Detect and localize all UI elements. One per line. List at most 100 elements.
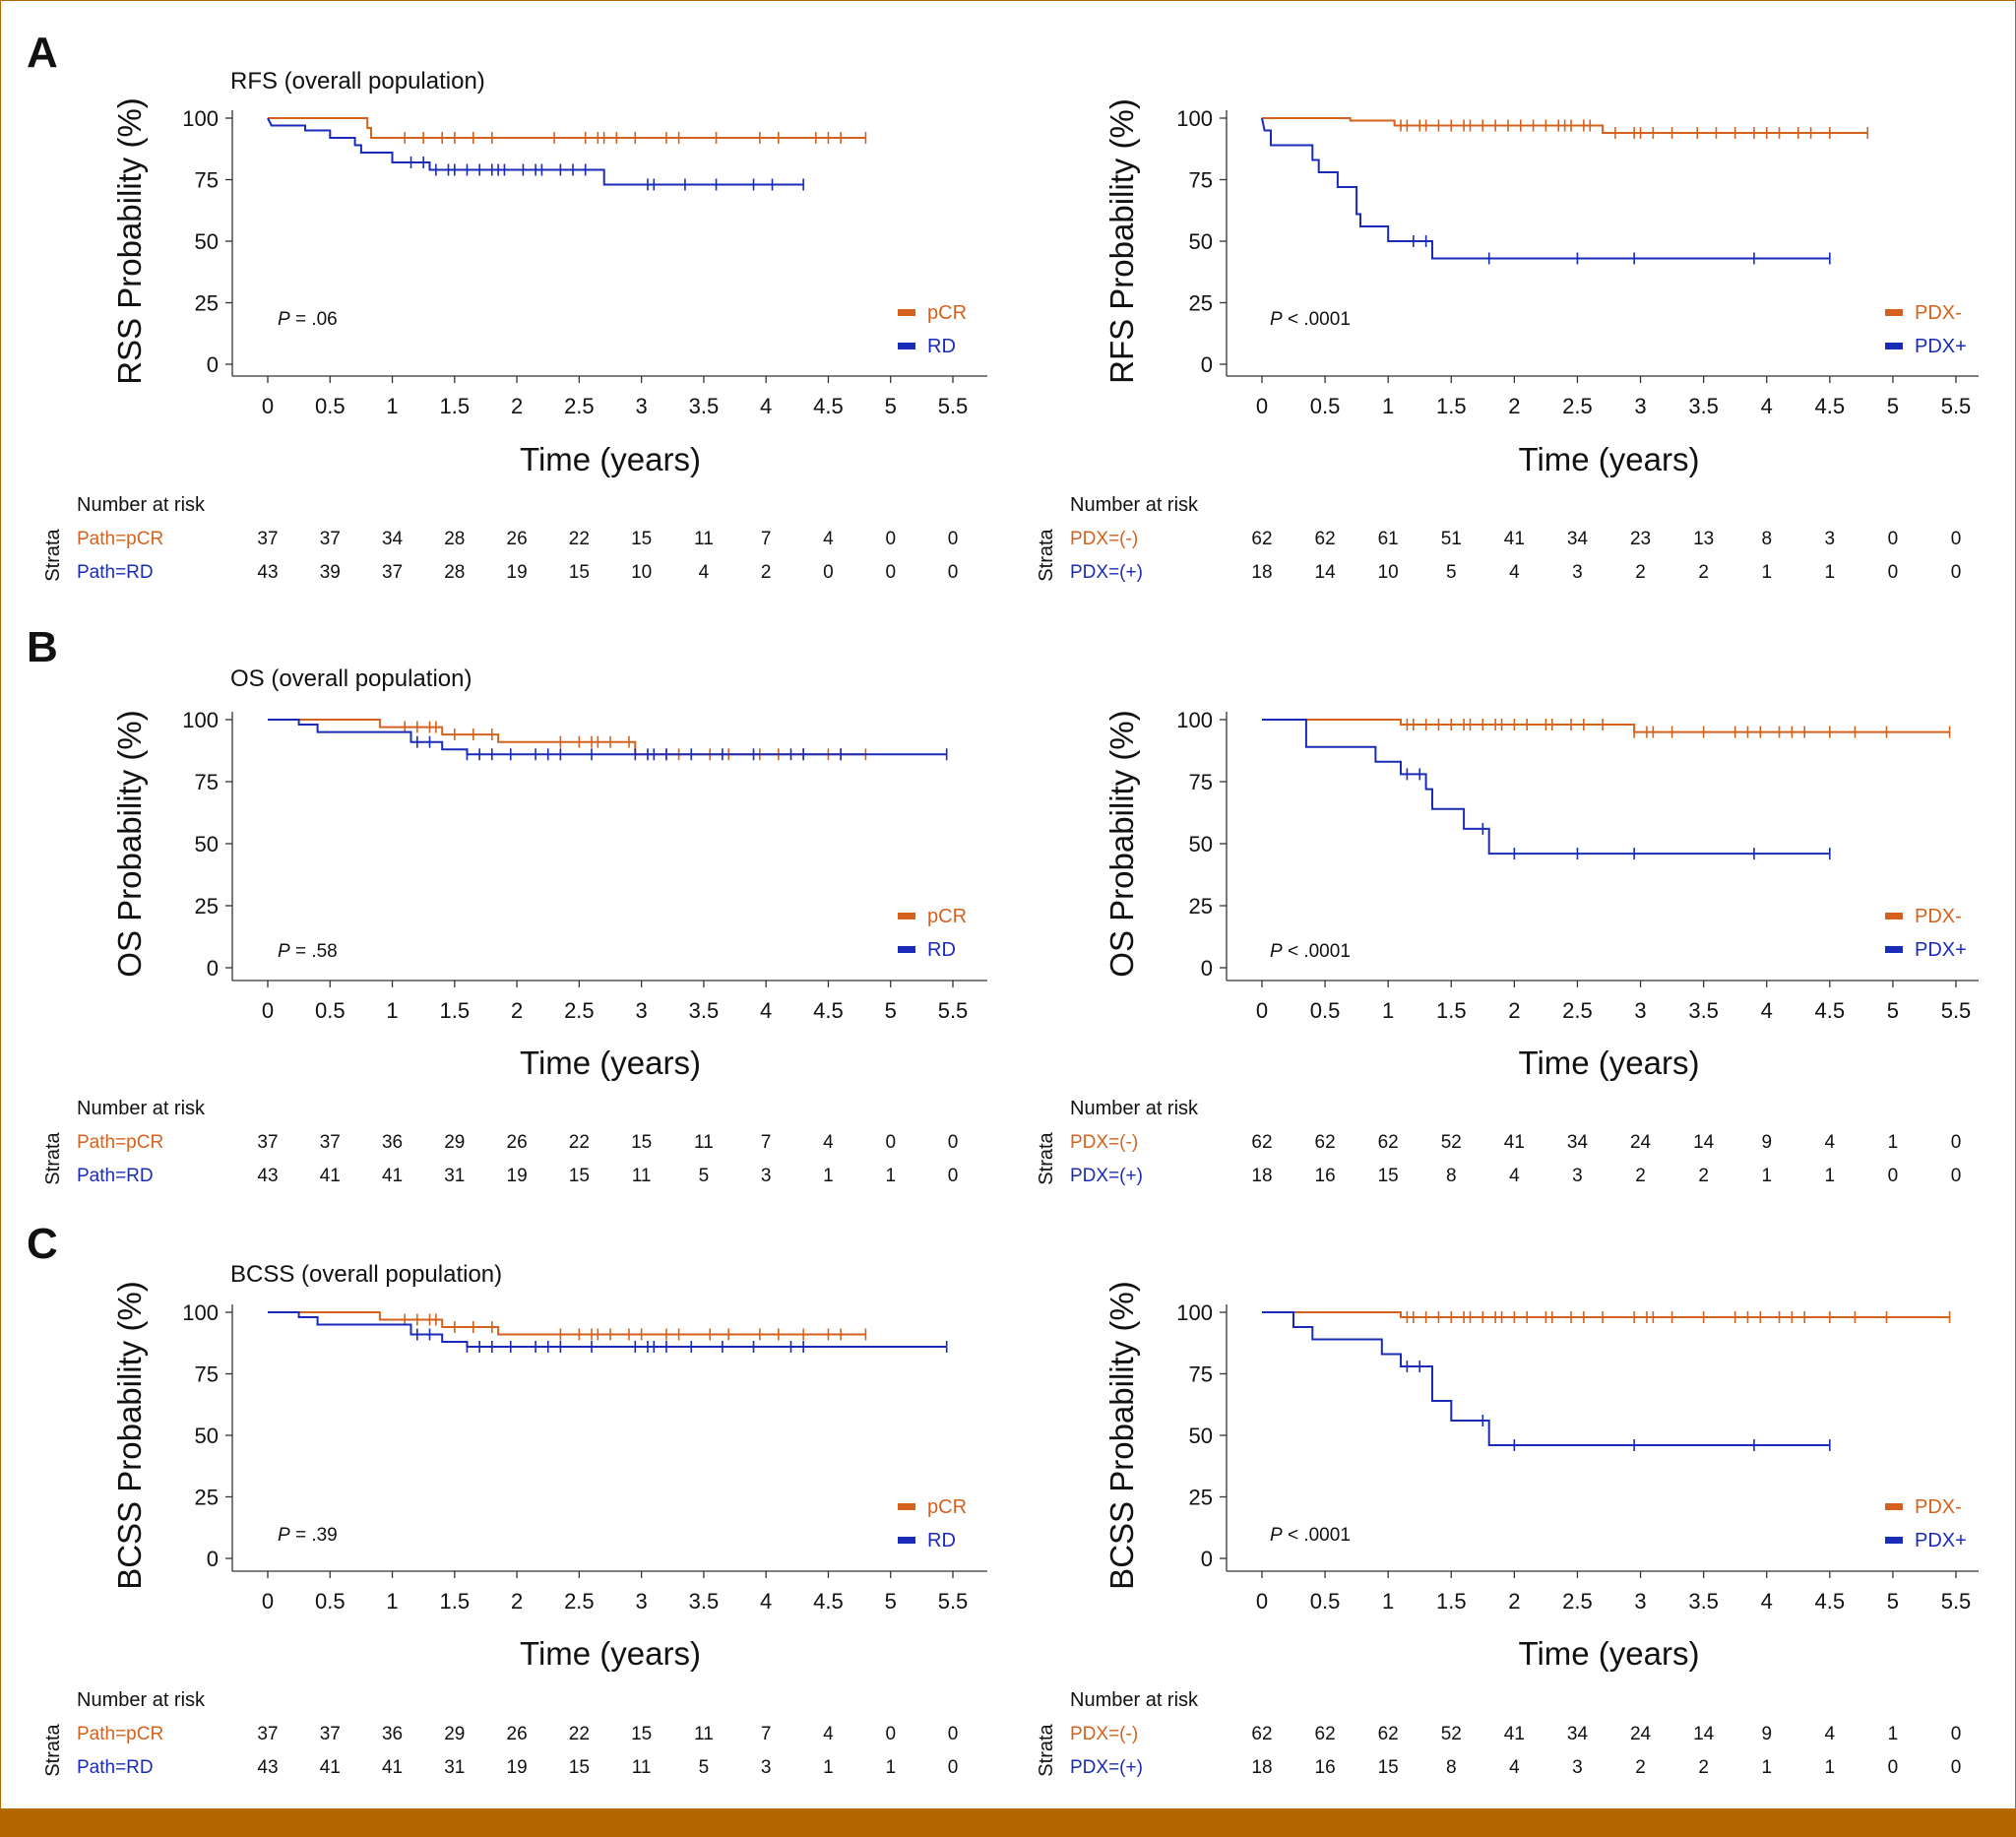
risk-table-title: Number at risk xyxy=(77,494,206,516)
risk-count: 51 xyxy=(1441,529,1462,549)
x-tick-label: 3 xyxy=(1634,394,1646,418)
x-tick-label: 5.5 xyxy=(938,998,969,1023)
panel-title: BCSS (overall population) xyxy=(230,1261,502,1288)
risk-table-title: Number at risk xyxy=(1070,1689,1199,1711)
strata-label: Strata xyxy=(1036,1723,1057,1776)
risk-row-label: Path=RD xyxy=(77,562,154,583)
x-tick-label: 5 xyxy=(1887,998,1899,1023)
risk-count: 0 xyxy=(1888,529,1899,549)
risk-count: 1 xyxy=(885,1757,896,1778)
x-tick-label: 1.5 xyxy=(440,1589,471,1614)
risk-count: 0 xyxy=(1951,529,1962,549)
risk-count: 13 xyxy=(1693,529,1714,549)
x-tick-label: 1.5 xyxy=(440,998,471,1023)
strata-label: Strata xyxy=(42,528,64,581)
km-curve-PDX+ xyxy=(1262,719,1830,855)
x-tick-label: 5 xyxy=(1887,394,1899,418)
km-curve-RD xyxy=(268,1311,947,1348)
y-tick-label: 50 xyxy=(195,229,219,254)
km-curve-RD xyxy=(267,117,804,186)
risk-count: 0 xyxy=(1951,1132,1962,1153)
p-value: P = .39 xyxy=(278,1525,338,1546)
risk-count: 4 xyxy=(823,1132,834,1153)
x-tick-label: 3 xyxy=(636,394,648,418)
risk-count: 8 xyxy=(1446,1166,1457,1186)
y-tick-label: 50 xyxy=(195,832,219,856)
risk-count: 37 xyxy=(257,1724,278,1744)
legend-swatch xyxy=(898,343,915,349)
y-tick-label: 25 xyxy=(1189,291,1213,316)
risk-count: 0 xyxy=(885,562,896,583)
x-tick-label: 0.5 xyxy=(1310,394,1341,418)
x-tick-label: 5 xyxy=(885,394,897,418)
legend-label: PDX- xyxy=(1915,906,1962,927)
risk-count: 5 xyxy=(1446,562,1457,583)
risk-count: 0 xyxy=(948,1724,959,1744)
x-tick-label: 5.5 xyxy=(1941,394,1972,418)
x-tick-label: 2.5 xyxy=(564,1589,595,1614)
legend-label: RD xyxy=(927,336,956,357)
y-tick-label: 0 xyxy=(1201,352,1213,377)
x-tick-label: 4 xyxy=(760,1589,772,1614)
risk-count: 2 xyxy=(1698,1166,1709,1186)
y-tick-label: 50 xyxy=(195,1424,219,1448)
risk-count: 11 xyxy=(694,1724,714,1744)
x-tick-label: 3.5 xyxy=(689,1589,720,1614)
x-tick-label: 1 xyxy=(1382,394,1394,418)
p-symbol: P xyxy=(278,309,290,330)
x-tick-label: 0 xyxy=(1256,1589,1268,1614)
y-tick-label: 25 xyxy=(1189,1486,1213,1510)
risk-count: 28 xyxy=(444,562,465,583)
y-tick-label: 75 xyxy=(195,168,219,193)
y-tick-label: 0 xyxy=(207,352,219,377)
risk-count: 41 xyxy=(1504,1132,1525,1153)
x-tick-label: 3.5 xyxy=(689,998,720,1023)
x-tick-label: 0.5 xyxy=(315,998,346,1023)
p-value: P < .0001 xyxy=(1270,1525,1351,1546)
risk-count: 2 xyxy=(1698,1757,1709,1778)
x-tick-label: 0.5 xyxy=(315,394,346,418)
x-tick-label: 5 xyxy=(1887,1589,1899,1614)
risk-count: 7 xyxy=(761,529,772,549)
risk-count: 41 xyxy=(1504,529,1525,549)
risk-count: 0 xyxy=(885,1132,896,1153)
p-symbol: P xyxy=(1270,941,1283,962)
x-tick-label: 0 xyxy=(1256,394,1268,418)
risk-count: 0 xyxy=(948,1132,959,1153)
risk-count: 8 xyxy=(1761,529,1772,549)
y-tick-label: 0 xyxy=(207,1547,219,1571)
panel-letter: B xyxy=(27,623,58,671)
risk-count: 9 xyxy=(1761,1724,1772,1744)
legend-swatch xyxy=(898,913,915,919)
x-tick-label: 2 xyxy=(511,998,523,1023)
x-axis-title: Time (years) xyxy=(520,1045,701,1081)
risk-row-label: Path=pCR xyxy=(77,1724,163,1744)
risk-count: 1 xyxy=(1761,1757,1772,1778)
x-tick-label: 5.5 xyxy=(938,394,969,418)
legend-label: PDX+ xyxy=(1915,1530,1967,1552)
risk-count: 0 xyxy=(885,1724,896,1744)
risk-count: 14 xyxy=(1693,1132,1715,1153)
km-curve-PDX- xyxy=(1262,117,1868,134)
legend-swatch xyxy=(898,309,915,316)
risk-row-label: PDX=(-) xyxy=(1070,1132,1138,1153)
x-tick-label: 1.5 xyxy=(440,394,471,418)
x-tick-label: 1.5 xyxy=(1436,998,1467,1023)
y-tick-label: 75 xyxy=(195,770,219,794)
x-tick-label: 3.5 xyxy=(689,394,720,418)
legend-swatch xyxy=(1885,913,1903,919)
y-tick-label: 100 xyxy=(182,708,219,732)
legend-label: PDX- xyxy=(1915,302,1962,324)
legend-label: PDX+ xyxy=(1915,336,1967,357)
risk-count: 1 xyxy=(885,1166,896,1186)
y-tick-label: 75 xyxy=(1189,770,1213,794)
risk-count: 41 xyxy=(382,1166,403,1186)
x-tick-label: 3.5 xyxy=(1688,1589,1719,1614)
risk-count: 0 xyxy=(1888,1166,1899,1186)
x-tick-label: 0 xyxy=(262,1589,274,1614)
risk-count: 3 xyxy=(1572,562,1583,583)
risk-count: 62 xyxy=(1378,1724,1399,1744)
risk-count: 34 xyxy=(1567,1724,1589,1744)
